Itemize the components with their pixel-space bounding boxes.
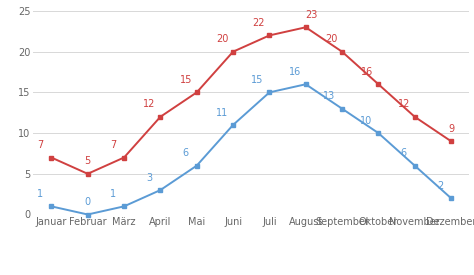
maximale Wassertemperatur Prerow [194,91,200,94]
minimale Wassertemperatur Prerow [303,82,309,86]
maximale Wassertemperatur Prerow [412,115,418,119]
Text: 1: 1 [37,189,44,199]
maximale Wassertemperatur Prerow [303,26,309,29]
Text: 5: 5 [84,156,91,166]
Text: 15: 15 [180,75,192,85]
minimale Wassertemperatur Prerow [412,164,418,167]
Text: 2: 2 [437,181,443,191]
maximale Wassertemperatur Prerow [85,172,91,175]
maximale Wassertemperatur Prerow [339,50,345,53]
Text: 16: 16 [289,67,301,77]
Text: 11: 11 [216,108,228,118]
Text: 16: 16 [361,67,374,77]
Text: 13: 13 [323,91,336,101]
maximale Wassertemperatur Prerow [448,140,454,143]
minimale Wassertemperatur Prerow [375,131,381,135]
Text: 20: 20 [325,34,337,44]
Text: 10: 10 [360,116,372,126]
Text: 0: 0 [85,197,91,207]
Text: 23: 23 [305,10,318,20]
maximale Wassertemperatur Prerow [121,156,127,159]
maximale Wassertemperatur Prerow [157,115,163,119]
maximale Wassertemperatur Prerow [48,156,54,159]
Text: 22: 22 [252,18,265,28]
Line: maximale Wassertemperatur Prerow: maximale Wassertemperatur Prerow [49,25,453,176]
minimale Wassertemperatur Prerow [157,188,163,192]
minimale Wassertemperatur Prerow [230,123,236,126]
maximale Wassertemperatur Prerow [230,50,236,53]
Text: 15: 15 [250,75,263,85]
Text: 9: 9 [448,124,454,134]
minimale Wassertemperatur Prerow [448,197,454,200]
Text: 12: 12 [398,100,410,109]
Text: 6: 6 [183,148,189,158]
maximale Wassertemperatur Prerow [375,82,381,86]
Line: minimale Wassertemperatur Prerow: minimale Wassertemperatur Prerow [49,82,453,217]
Text: 7: 7 [37,140,44,150]
Text: 20: 20 [216,34,228,44]
minimale Wassertemperatur Prerow [85,213,91,216]
minimale Wassertemperatur Prerow [194,164,200,167]
Text: 3: 3 [146,173,153,183]
minimale Wassertemperatur Prerow [48,205,54,208]
Text: 1: 1 [110,189,116,199]
maximale Wassertemperatur Prerow [266,34,272,37]
Text: 7: 7 [110,140,116,150]
minimale Wassertemperatur Prerow [266,91,272,94]
Text: 6: 6 [401,148,407,158]
minimale Wassertemperatur Prerow [121,205,127,208]
Text: 12: 12 [143,100,155,109]
minimale Wassertemperatur Prerow [339,107,345,110]
